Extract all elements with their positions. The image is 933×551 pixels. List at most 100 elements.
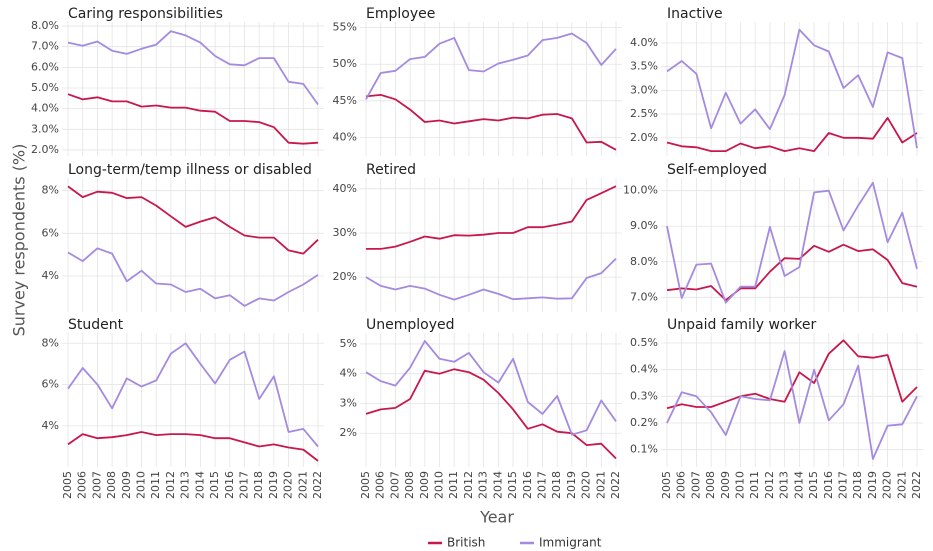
x-tick-label: 2012 (164, 471, 177, 499)
x-tick-label: 2007 (90, 471, 103, 499)
y-tick-label: 50% (333, 57, 357, 70)
y-axis-label: Survey respondents (%) (10, 144, 29, 337)
panel-title: Self-employed (667, 162, 767, 178)
y-tick-label: 2.0% (31, 143, 59, 156)
panel-title: Unemployed (366, 317, 455, 333)
x-tick-label: 2013 (179, 471, 192, 499)
x-tick-label: 2006 (675, 471, 688, 499)
x-tick-label: 2011 (149, 471, 162, 499)
y-tick-label: 8% (42, 336, 59, 349)
x-tick-label: 2021 (594, 471, 607, 499)
x-tick-label: 2014 (193, 471, 206, 499)
x-tick-label: 2021 (296, 471, 309, 499)
panel-title: Inactive (667, 6, 723, 22)
x-tick-label: 2008 (105, 471, 118, 499)
series-line (67, 247, 319, 307)
series-line (666, 28, 918, 149)
x-tick-label: 2011 (447, 471, 460, 499)
x-tick-label: 2022 (910, 471, 923, 499)
x-tick-label: 2015 (807, 471, 820, 499)
panel-title: Student (68, 317, 124, 333)
series-line (365, 257, 617, 301)
y-tick-label: 2.0% (630, 131, 658, 144)
x-tick-label: 2018 (550, 471, 563, 499)
legend-label: British (447, 536, 485, 550)
y-tick-label: 4.0% (31, 102, 59, 115)
x-tick-label: 2010 (734, 471, 747, 499)
y-tick-label: 55% (333, 21, 357, 34)
series-line (666, 339, 918, 410)
y-tick-label: 3.5% (630, 60, 658, 73)
x-tick-label: 2009 (418, 471, 431, 499)
y-tick-label: 30% (333, 226, 357, 239)
y-tick-label: 6% (42, 378, 59, 391)
y-tick-label: 10.0% (623, 184, 658, 197)
x-tick-label: 2020 (881, 471, 894, 499)
x-tick-label: 2013 (778, 471, 791, 499)
y-tick-label: 4.0% (630, 36, 658, 49)
x-tick-label: 2014 (491, 471, 504, 499)
x-tick-label: 2016 (223, 471, 236, 499)
y-tick-label: 0.2% (630, 416, 658, 429)
series-line (67, 431, 319, 462)
x-tick-label: 2018 (851, 471, 864, 499)
y-tick-label: 4% (42, 269, 59, 282)
x-tick-label: 2005 (359, 471, 372, 499)
series-line (666, 117, 918, 152)
panel-title: Caring responsibilities (68, 6, 223, 22)
x-tick-label: 2019 (267, 471, 280, 499)
y-tick-label: 0.1% (630, 443, 658, 456)
series-line (67, 185, 319, 255)
x-tick-label: 2022 (609, 471, 622, 499)
legend-label: Immigrant (539, 536, 602, 550)
y-tick-label: 4% (42, 419, 59, 432)
x-tick-label: 2008 (704, 471, 717, 499)
y-tick-label: 8% (42, 184, 59, 197)
series-line (365, 340, 617, 436)
series-line (366, 185, 617, 250)
y-tick-label: 8.0% (630, 255, 658, 268)
x-tick-label: 2015 (506, 471, 519, 499)
panel-title: Employee (366, 6, 435, 22)
x-tick-label: 2005 (61, 471, 74, 499)
y-tick-label: 8.0% (31, 19, 59, 32)
y-tick-label: 9.0% (630, 219, 658, 232)
x-tick-label: 2007 (689, 471, 702, 499)
x-tick-label: 2017 (535, 471, 548, 499)
y-tick-label: 20% (333, 270, 357, 283)
y-tick-label: 45% (333, 94, 357, 107)
series-line (666, 243, 918, 302)
series-line (666, 181, 918, 304)
x-tick-label: 2022 (311, 471, 324, 499)
x-tick-label: 2009 (120, 471, 133, 499)
x-tick-label: 2010 (135, 471, 148, 499)
x-tick-label: 2019 (565, 471, 578, 499)
x-tick-label: 2021 (895, 471, 908, 499)
series-line (666, 350, 918, 460)
series-line (365, 368, 617, 460)
x-tick-label: 2006 (374, 471, 387, 499)
x-tick-label: 2017 (836, 471, 849, 499)
series-line (365, 32, 617, 100)
y-tick-label: 4% (340, 367, 357, 380)
x-tick-label: 2018 (252, 471, 265, 499)
x-tick-label: 2016 (822, 471, 835, 499)
x-tick-label: 2013 (477, 471, 490, 499)
panel-title: Unpaid family worker (667, 317, 816, 333)
x-tick-label: 2019 (866, 471, 879, 499)
series-line (67, 93, 319, 145)
x-tick-label: 2009 (719, 471, 732, 499)
y-tick-label: 7.0% (630, 290, 658, 303)
x-tick-label: 2008 (403, 471, 416, 499)
y-tick-label: 5% (340, 337, 357, 350)
x-tick-label: 2020 (282, 471, 295, 499)
y-tick-label: 6% (42, 226, 59, 239)
x-tick-label: 2015 (208, 471, 221, 499)
y-tick-label: 0.4% (630, 363, 658, 376)
panel-title: Retired (366, 162, 416, 178)
series-line (67, 30, 319, 106)
x-tick-label: 2017 (237, 471, 250, 499)
y-tick-label: 6.0% (31, 60, 59, 73)
x-tick-label: 2011 (748, 471, 761, 499)
